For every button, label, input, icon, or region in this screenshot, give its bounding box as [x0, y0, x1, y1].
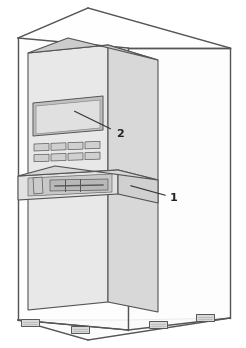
Polygon shape	[118, 170, 158, 203]
Polygon shape	[36, 100, 100, 134]
Polygon shape	[51, 143, 66, 150]
Polygon shape	[21, 319, 39, 326]
Polygon shape	[28, 38, 158, 60]
Polygon shape	[28, 45, 108, 310]
Polygon shape	[18, 38, 128, 330]
Polygon shape	[68, 142, 83, 150]
Polygon shape	[18, 318, 230, 330]
Polygon shape	[108, 45, 158, 312]
Polygon shape	[196, 314, 214, 321]
Polygon shape	[128, 48, 230, 330]
Polygon shape	[85, 141, 100, 149]
Text: 2: 2	[116, 129, 124, 139]
Polygon shape	[18, 318, 230, 340]
Polygon shape	[71, 326, 89, 333]
Text: 1: 1	[170, 193, 178, 203]
Polygon shape	[18, 8, 230, 48]
Polygon shape	[51, 153, 66, 161]
Polygon shape	[68, 153, 83, 160]
Polygon shape	[34, 154, 49, 162]
Polygon shape	[18, 170, 118, 200]
Polygon shape	[149, 321, 167, 328]
Polygon shape	[85, 152, 100, 160]
Polygon shape	[28, 174, 112, 196]
Polygon shape	[33, 177, 43, 194]
Polygon shape	[18, 166, 158, 180]
Polygon shape	[50, 179, 108, 191]
Polygon shape	[33, 96, 103, 136]
Polygon shape	[34, 143, 49, 151]
